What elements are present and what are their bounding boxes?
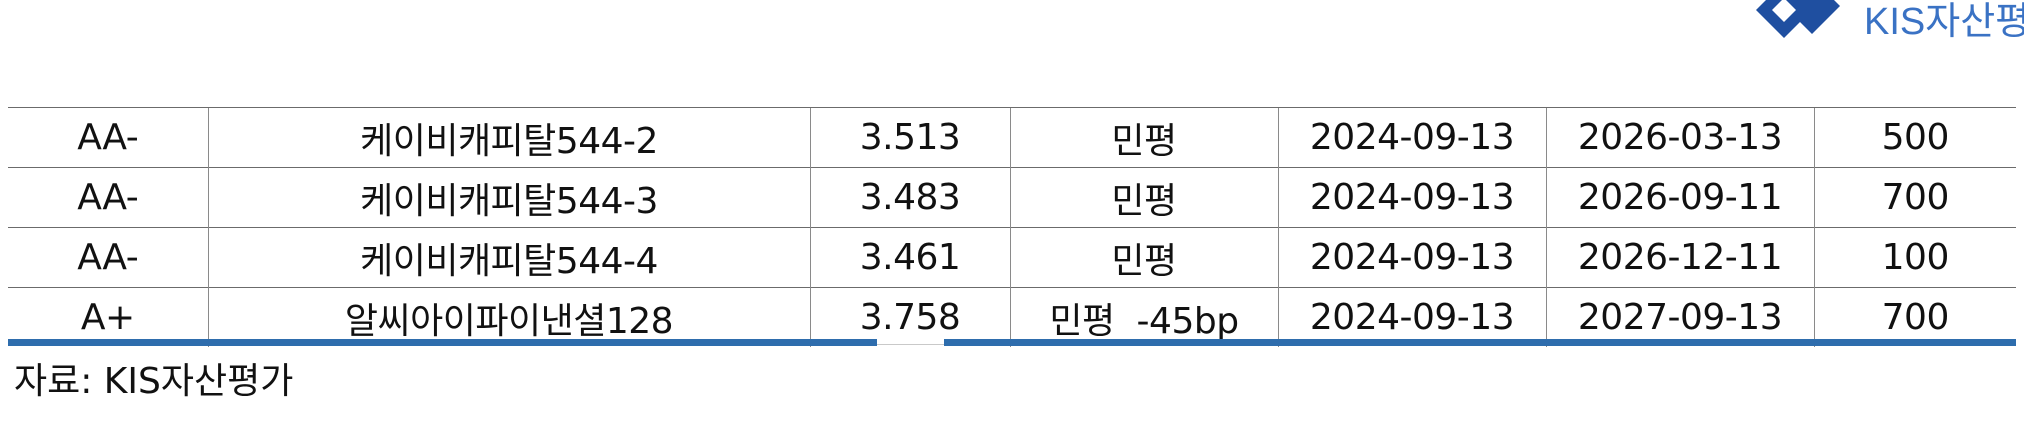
table-bottom-thin-line — [877, 344, 944, 345]
issue-name-cell: 케이비캐피탈544-3 — [208, 168, 810, 228]
rating-cell: AA- — [8, 168, 208, 228]
rate-cell: 3.513 — [810, 108, 1010, 168]
maturity-date-cell: 2026-03-13 — [1546, 108, 1814, 168]
rating-cell: AA- — [8, 228, 208, 288]
amount-cell: 500 — [1814, 108, 2016, 168]
table-bottom-rule — [8, 339, 2016, 346]
rate-cell: 3.461 — [810, 228, 1010, 288]
issue-date-cell: 2024-09-13 — [1278, 228, 1546, 288]
table-row: AA- 케이비캐피탈544-4 3.461 민평 2024-09-13 2026… — [8, 228, 2016, 288]
bond-issuance-table: AA- 케이비캐피탈544-2 3.513 민평 2024-09-13 2026… — [8, 107, 2016, 347]
logo-text: KIS자산평가 — [1864, 0, 2024, 45]
issue-date-cell: 2024-09-13 — [1278, 168, 1546, 228]
issue-name-cell: 케이비캐피탈544-2 — [208, 108, 810, 168]
rating-cell: AA- — [8, 108, 208, 168]
amount-cell: 100 — [1814, 228, 2016, 288]
issue-name-cell: 케이비캐피탈544-4 — [208, 228, 810, 288]
maturity-date-cell: 2026-12-11 — [1546, 228, 1814, 288]
issue-date-cell: 2024-09-13 — [1278, 108, 1546, 168]
source-note: 자료: KIS자산평가 — [14, 352, 293, 404]
amount-cell: 700 — [1814, 168, 2016, 228]
table-row: AA- 케이비캐피탈544-3 3.483 민평 2024-09-13 2026… — [8, 168, 2016, 228]
kis-diamond-logo-icon — [1748, 0, 1848, 52]
basis-cell: 민평 — [1010, 108, 1278, 168]
basis-cell: 민평 — [1010, 168, 1278, 228]
basis-cell: 민평 — [1010, 228, 1278, 288]
company-logo: KIS자산평가 — [1748, 0, 2024, 52]
rate-cell: 3.483 — [810, 168, 1010, 228]
maturity-date-cell: 2026-09-11 — [1546, 168, 1814, 228]
table-row: AA- 케이비캐피탈544-2 3.513 민평 2024-09-13 2026… — [8, 108, 2016, 168]
